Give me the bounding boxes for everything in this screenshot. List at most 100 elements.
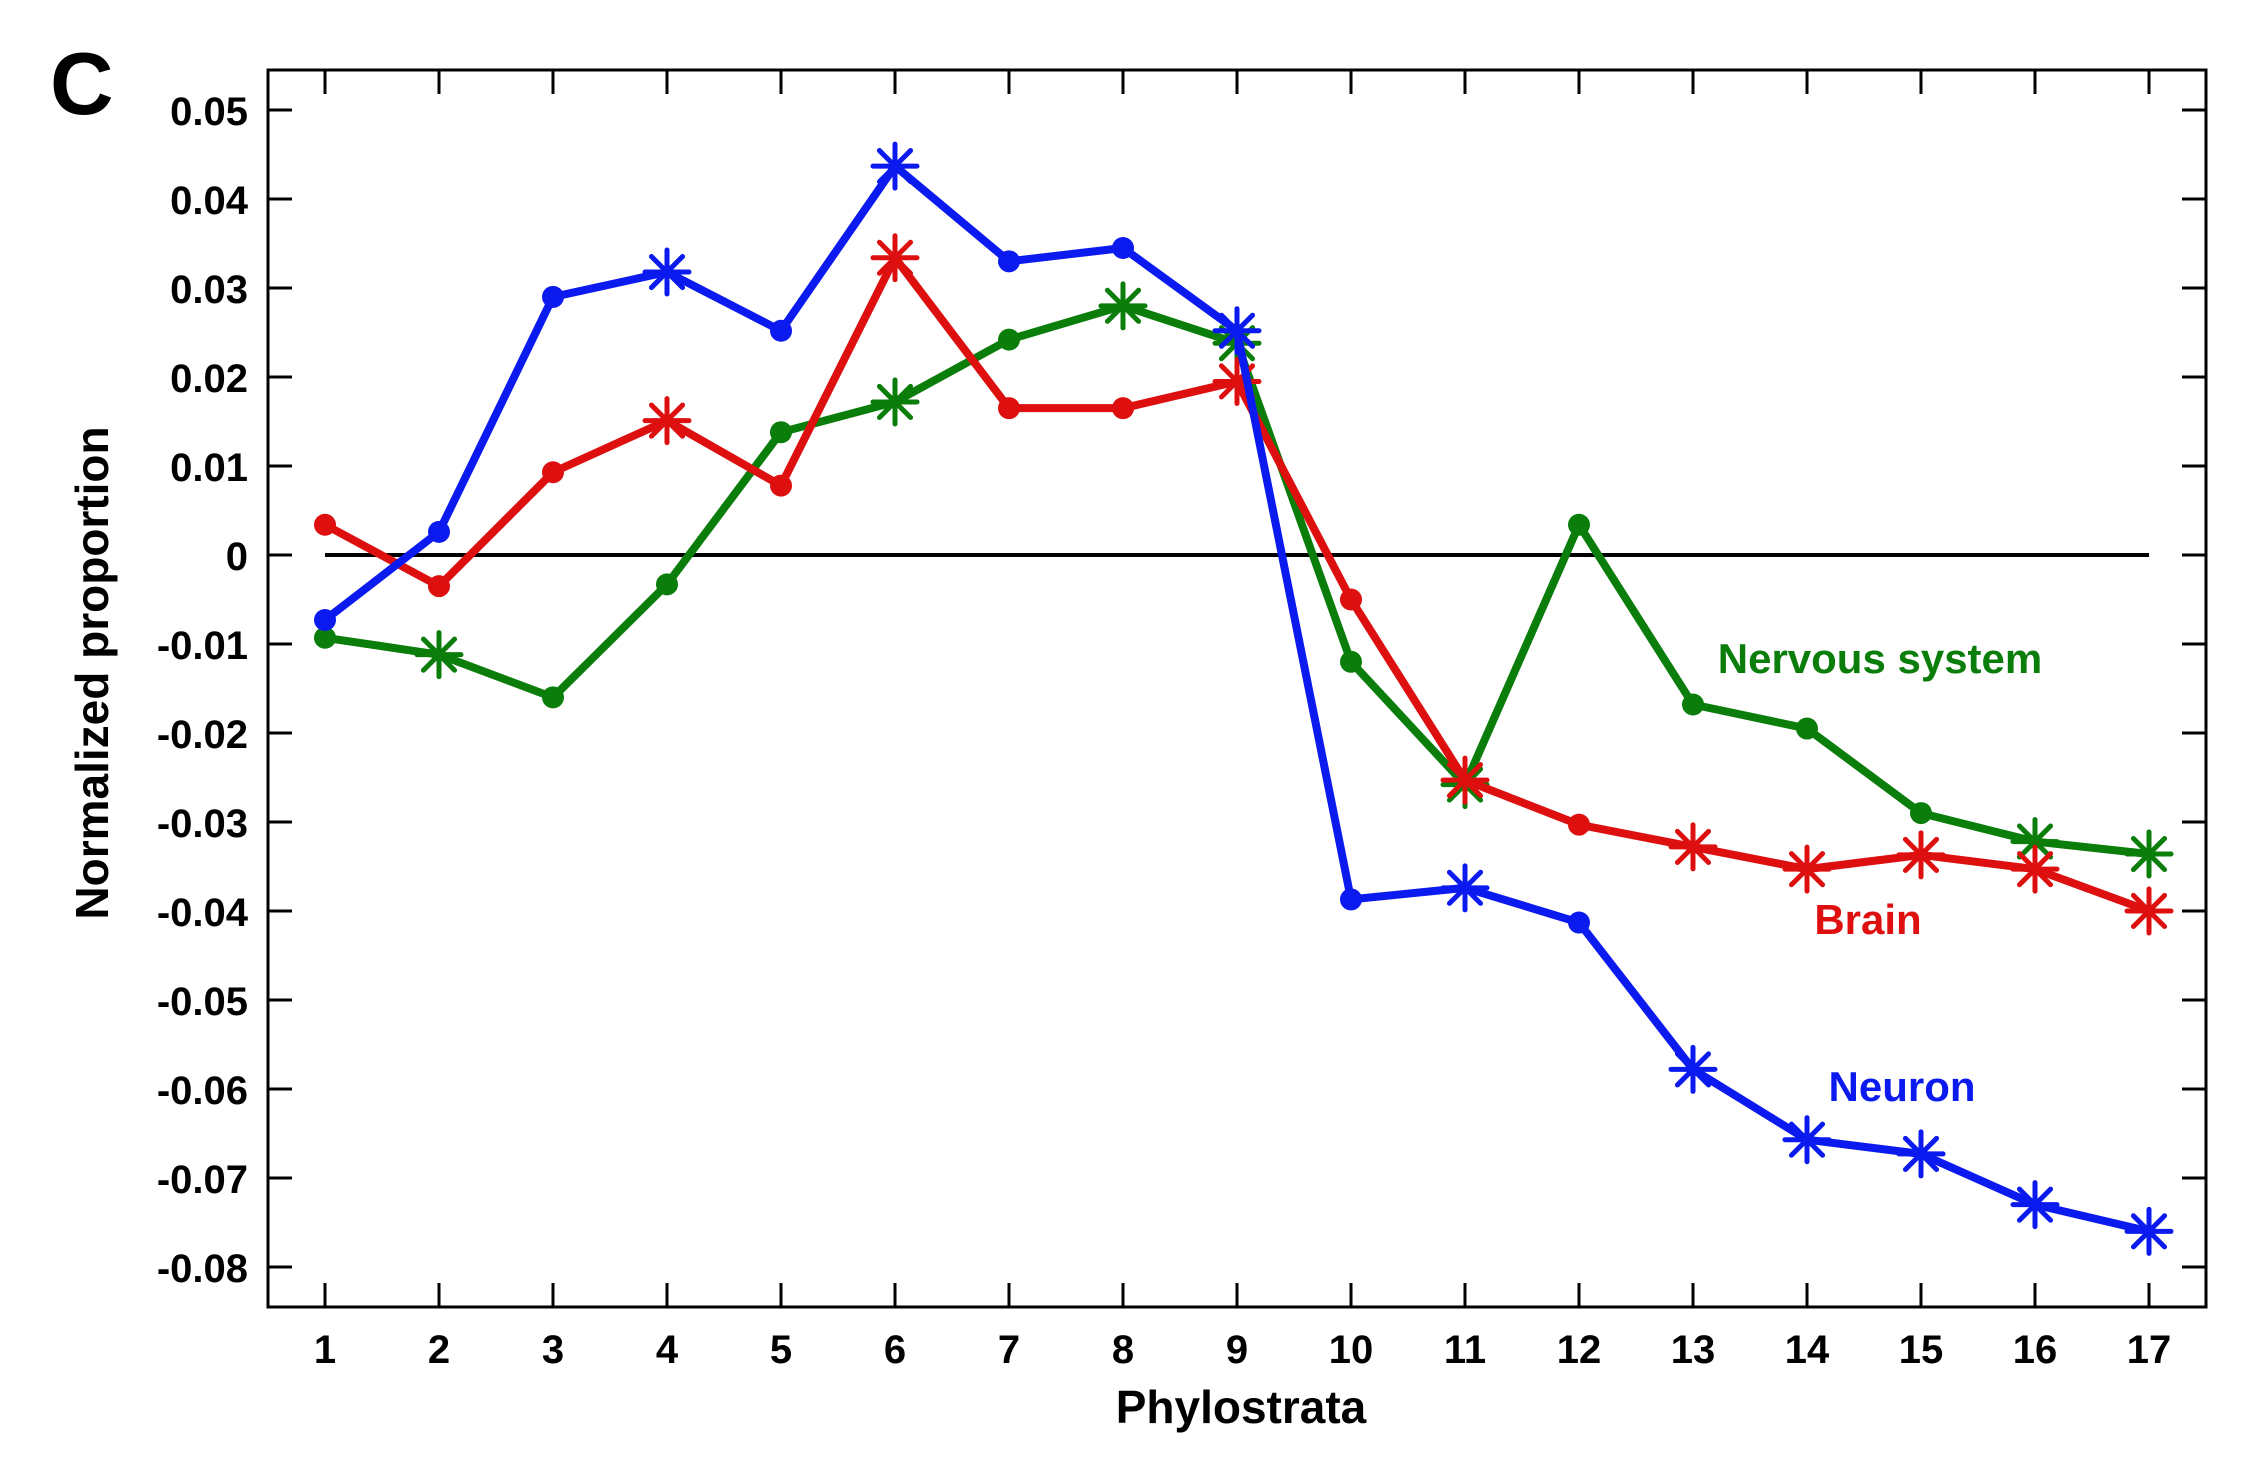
data-point — [770, 421, 792, 444]
x-tick-label: 17 — [2127, 1328, 2172, 1372]
data-point — [428, 520, 450, 543]
star-center — [1687, 840, 1699, 853]
y-tick-label: 0.03 — [170, 268, 248, 312]
star-center — [2029, 1198, 2041, 1211]
data-point-star — [1896, 1129, 1946, 1179]
star-center — [2029, 863, 2041, 876]
data-point — [1340, 888, 1362, 911]
star-center — [2143, 904, 2155, 917]
star-center — [1801, 1133, 1813, 1146]
x-tick-label: 2 — [428, 1328, 450, 1372]
y-tick-label: 0.01 — [170, 446, 248, 490]
axes: 0.05 0.04 0.03 0.02 0.01 0 -0.01 -0.02 -0.03 -0.0… — [157, 68, 2208, 1372]
series-layer — [314, 141, 2174, 1256]
legend-neuron: Neuron — [1829, 1063, 1976, 1110]
star-center — [889, 395, 901, 408]
data-point-star — [2010, 1180, 2060, 1230]
star-center — [2029, 835, 2041, 848]
data-point — [1112, 236, 1134, 259]
data-point-star — [2010, 844, 2060, 894]
series-neuron — [314, 141, 2174, 1256]
data-point — [314, 626, 336, 649]
star-center — [1915, 848, 1927, 861]
star-center — [2143, 1225, 2155, 1238]
data-point-star — [2124, 1206, 2174, 1256]
y-axis-label: Normalized proportion — [66, 426, 118, 919]
x-tick-label: 8 — [1112, 1328, 1134, 1372]
y-tick-label: 0.04 — [170, 179, 249, 223]
x-tick-label: 3 — [542, 1328, 564, 1372]
star-center — [661, 266, 673, 279]
data-point — [314, 608, 336, 631]
data-point-star — [2124, 886, 2174, 936]
data-point — [314, 513, 336, 536]
y-tick-label: 0 — [226, 535, 248, 579]
x-tick-label: 1 — [314, 1328, 336, 1372]
data-point — [998, 397, 1020, 420]
star-center — [433, 648, 445, 661]
data-point-star — [414, 630, 464, 680]
data-point — [1796, 717, 1818, 740]
data-point — [1568, 513, 1590, 536]
star-center — [2143, 848, 2155, 861]
x-tick-label: 7 — [998, 1328, 1020, 1372]
legend-nervous-system: Nervous system — [1718, 635, 2043, 682]
data-point — [1340, 588, 1362, 611]
data-point — [998, 328, 1020, 351]
data-point — [1340, 650, 1362, 673]
legend-brain: Brain — [1814, 896, 1921, 943]
star-center — [661, 414, 673, 427]
star-center — [1915, 1147, 1927, 1160]
data-point-star — [1440, 755, 1490, 805]
data-point-star — [1782, 844, 1832, 894]
data-point-star — [642, 396, 692, 446]
y-tick-label: -0.06 — [157, 1069, 248, 1113]
y-tick-label: -0.07 — [157, 1158, 248, 1202]
x-tick-label: 5 — [770, 1328, 792, 1372]
data-point-star — [870, 233, 920, 283]
data-point-star — [870, 377, 920, 427]
x-tick-label: 13 — [1671, 1328, 1716, 1372]
data-point — [1568, 911, 1590, 934]
star-center — [1459, 774, 1471, 787]
data-point — [770, 319, 792, 342]
data-point-star — [2124, 829, 2174, 879]
data-point-star — [1668, 822, 1718, 872]
data-point — [542, 461, 564, 484]
data-point-star — [1098, 281, 1148, 331]
y-tick-label: 0.05 — [170, 90, 248, 134]
x-tick-label: 12 — [1557, 1328, 1602, 1372]
star-center — [1231, 324, 1243, 337]
y-tick-label: 0.02 — [170, 357, 248, 401]
star-center — [889, 160, 901, 173]
y-tick-label: -0.04 — [157, 891, 249, 935]
data-point-star — [1782, 1115, 1832, 1165]
data-point — [1112, 397, 1134, 420]
data-point-star — [870, 141, 920, 191]
y-tick-label: -0.02 — [157, 713, 248, 757]
star-center — [889, 251, 901, 264]
star-center — [1801, 863, 1813, 876]
data-point-star — [1896, 830, 1946, 880]
y-tick-label: -0.08 — [157, 1247, 248, 1291]
series-brain — [314, 233, 2174, 936]
data-point-star — [1212, 306, 1262, 356]
data-point — [542, 285, 564, 308]
y-tick-label: -0.05 — [157, 980, 248, 1024]
x-axis-label: Phylostrata — [1116, 1381, 1367, 1433]
x-tick-label: 6 — [884, 1328, 906, 1372]
data-point — [1568, 813, 1590, 836]
x-tick-label: 10 — [1329, 1328, 1374, 1372]
x-tick-label: 11 — [1444, 1328, 1486, 1372]
data-point — [1910, 802, 1932, 825]
data-point-star — [1668, 1044, 1718, 1094]
y-tick-label: -0.03 — [157, 802, 248, 846]
x-tick-label: 14 — [1785, 1328, 1830, 1372]
y-tick-label: -0.01 — [157, 624, 248, 668]
star-center — [1687, 1063, 1699, 1076]
star-center — [1459, 881, 1471, 894]
data-point — [428, 575, 450, 598]
x-tick-label: 4 — [656, 1328, 679, 1372]
x-tick-label: 16 — [2013, 1328, 2058, 1372]
data-point-star — [642, 247, 692, 297]
